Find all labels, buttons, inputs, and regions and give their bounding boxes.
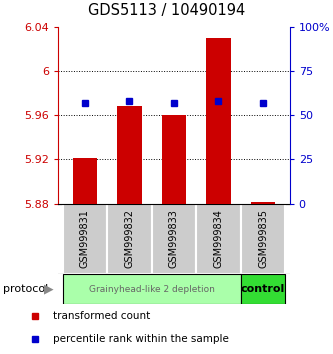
Bar xyxy=(152,204,196,274)
Bar xyxy=(241,204,285,274)
Bar xyxy=(162,115,186,204)
Bar xyxy=(117,106,142,204)
Text: GSM999832: GSM999832 xyxy=(125,210,135,268)
Bar xyxy=(196,204,241,274)
Bar xyxy=(251,202,275,204)
Bar xyxy=(241,274,285,304)
Bar xyxy=(63,274,241,304)
Text: ▶: ▶ xyxy=(44,283,53,296)
Text: GDS5113 / 10490194: GDS5113 / 10490194 xyxy=(88,3,245,18)
Text: control: control xyxy=(241,284,285,295)
Text: protocol: protocol xyxy=(3,284,49,295)
Text: percentile rank within the sample: percentile rank within the sample xyxy=(53,334,229,344)
Bar xyxy=(206,38,231,204)
Text: GSM999831: GSM999831 xyxy=(80,210,90,268)
Bar xyxy=(63,204,107,274)
Text: GSM999833: GSM999833 xyxy=(169,210,179,268)
Text: GSM999834: GSM999834 xyxy=(213,210,223,268)
Bar xyxy=(73,158,97,204)
Text: GSM999835: GSM999835 xyxy=(258,210,268,268)
Bar xyxy=(107,204,152,274)
Text: transformed count: transformed count xyxy=(53,311,151,321)
Text: Grainyhead-like 2 depletion: Grainyhead-like 2 depletion xyxy=(89,285,215,294)
